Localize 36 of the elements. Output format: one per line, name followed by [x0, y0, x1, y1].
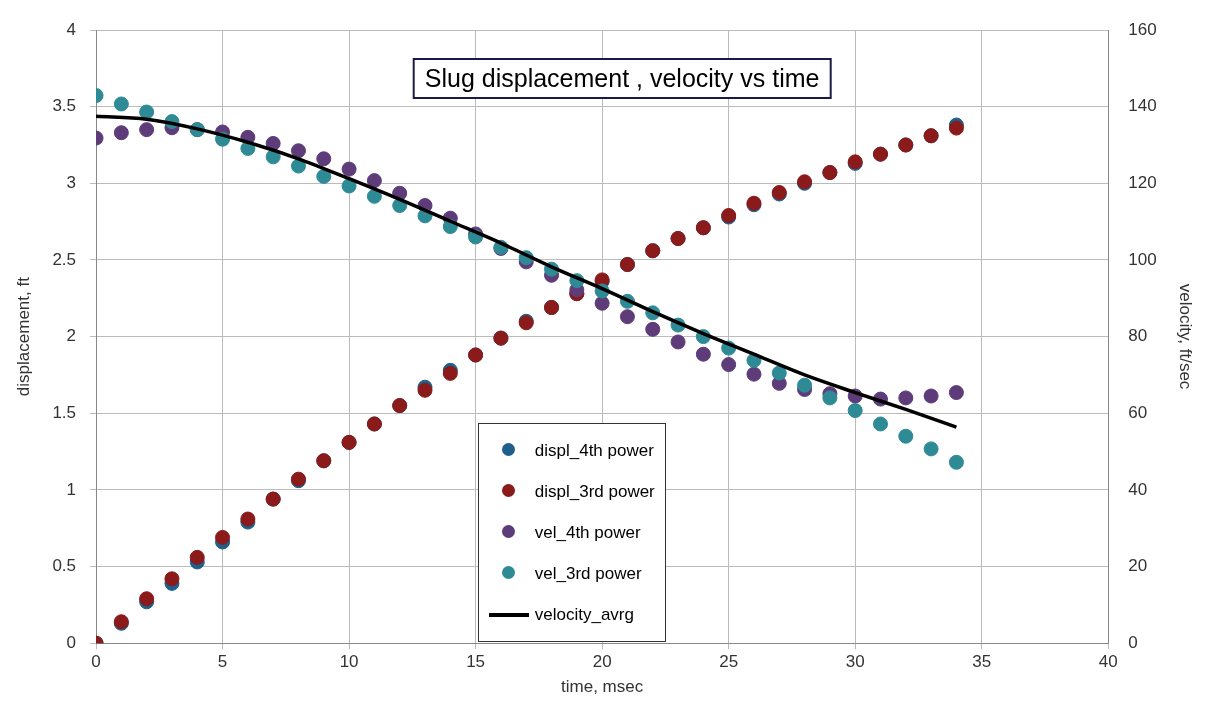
x-tick-label: 10	[339, 652, 359, 672]
y-tick-label: 3	[66, 172, 77, 192]
y2-tick-label: 140	[1128, 96, 1157, 116]
y-axis-title: displacement, ft	[13, 276, 33, 397]
text: Slug displacement , velocity vs time	[412, 58, 832, 99]
legend-label: vel_4th power	[534, 522, 641, 543]
legend-label: displ_3rd power	[534, 481, 655, 502]
y-tick-label: 1	[66, 479, 77, 499]
y2-tick-label: 80	[1128, 326, 1148, 346]
y2-tick-label: 0	[1128, 632, 1138, 652]
x-tick-label: 20	[592, 652, 612, 672]
legend-label: velocity_avrg	[534, 604, 634, 625]
legend-label: vel_3rd power	[534, 563, 642, 584]
x-tick-label: 5	[217, 652, 228, 672]
y2-tick-label: 60	[1128, 402, 1148, 422]
y2-tick-label: 100	[1128, 249, 1157, 269]
y-tick-label: 2	[66, 326, 77, 346]
y-tick-label: 4	[66, 19, 77, 39]
y2-axis-title: velocity, ft/sec	[1176, 283, 1196, 390]
x-axis-title: time, msec	[561, 677, 644, 697]
y2-tick-label: 40	[1128, 479, 1148, 499]
legend-label: displ_4th power	[534, 440, 654, 461]
x-tick-label: 30	[845, 652, 865, 672]
y-tick-label: 0.5	[52, 556, 77, 576]
x-tick-label: 15	[466, 652, 486, 672]
y2-tick-label: 120	[1128, 172, 1157, 192]
x-tick-label: 0	[91, 652, 101, 672]
x-tick-label: 35	[972, 652, 992, 672]
y-tick-label: 2.5	[52, 249, 77, 269]
y-tick-label: 0	[66, 632, 77, 652]
y2-tick-label: 160	[1128, 19, 1157, 39]
x-tick-label: 25	[719, 652, 739, 672]
y-tick-label: 1.5	[52, 402, 77, 422]
x-tick-label: 40	[1098, 652, 1118, 672]
y-tick-label: 3.5	[52, 96, 77, 116]
y2-tick-label: 20	[1128, 556, 1148, 576]
